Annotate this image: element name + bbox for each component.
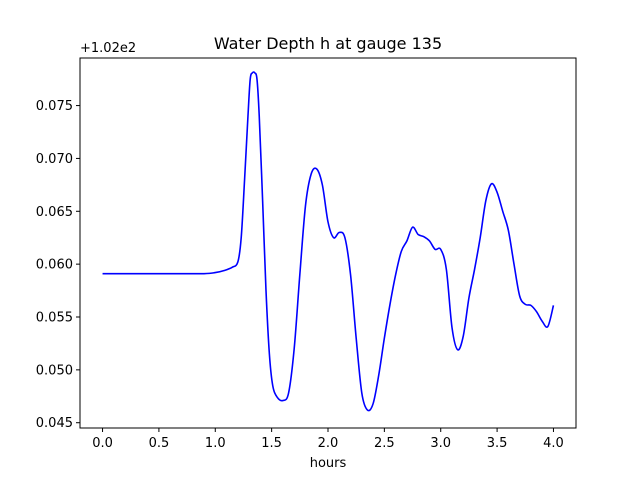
y-tick-label: 0.075 [36,99,73,114]
series-layer [102,71,555,412]
y-tick-label: 0.055 [36,311,73,326]
x-tick-label: 0.5 [149,436,170,451]
x-tick-label: 4.0 [543,436,564,451]
y-axis-ticks: 0.045 0.050 0.055 0.060 0.065 0.070 0.075 [36,99,80,431]
x-axis-ticks: 0.0 0.5 1.0 1.5 2.0 2.5 3.0 3.5 4.0 [92,428,564,451]
y-tick-label: 0.050 [36,363,73,378]
x-tick-label: 1.0 [205,436,226,451]
x-tick-label: 2.0 [318,436,339,451]
plot-frame [79,57,577,429]
x-tick-label: 3.0 [430,436,451,451]
y-tick-label: 0.060 [36,258,73,273]
x-axis-label: hours [310,456,347,471]
x-tick-label: 2.5 [374,436,395,451]
y-axis-offset-label: +1.02e2 [80,41,136,56]
series-line-water-depth [102,71,555,412]
y-tick-label: 0.045 [36,416,73,431]
x-tick-label: 0.0 [92,436,113,451]
y-tick-label: 0.065 [36,205,73,220]
plot-background [80,58,576,428]
chart-title: Water Depth h at gauge 135 [214,34,442,53]
x-tick-label: 3.5 [487,436,508,451]
x-tick-label: 1.5 [261,436,282,451]
y-tick-label: 0.070 [36,152,73,167]
